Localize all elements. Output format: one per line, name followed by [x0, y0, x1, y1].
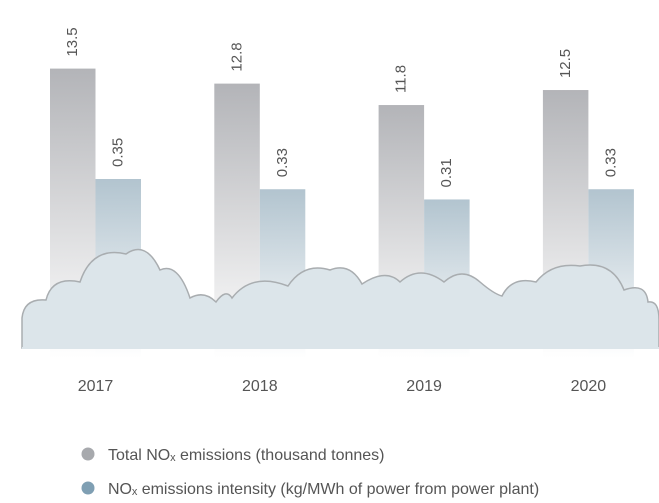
cloud [21, 248, 659, 349]
x-tick-label: 2017 [78, 378, 114, 395]
legend-marker [81, 447, 95, 461]
x-tick-label: 2020 [571, 378, 607, 395]
x-tick-label: 2019 [406, 378, 442, 395]
legend-marker [81, 481, 95, 495]
value-label: 12.5 [557, 49, 574, 78]
value-label: 0.33 [274, 148, 291, 177]
value-label: 12.8 [228, 42, 245, 71]
legend-label: NOₓ emissions intensity (kg/MWh of power… [108, 481, 539, 498]
value-label: 0.33 [602, 148, 619, 177]
legend-label: Total NOₓ emissions (thousand tonnes) [108, 447, 385, 464]
value-label: 0.35 [109, 138, 126, 167]
value-label: 0.31 [438, 158, 455, 187]
value-label: 13.5 [64, 27, 81, 56]
x-tick-label: 2018 [242, 378, 278, 395]
value-label: 11.8 [393, 65, 410, 93]
labels: 13.5 0.35 2017 12.8 0.33 2018 11.8 0.31 2019 12.5… [64, 27, 619, 498]
